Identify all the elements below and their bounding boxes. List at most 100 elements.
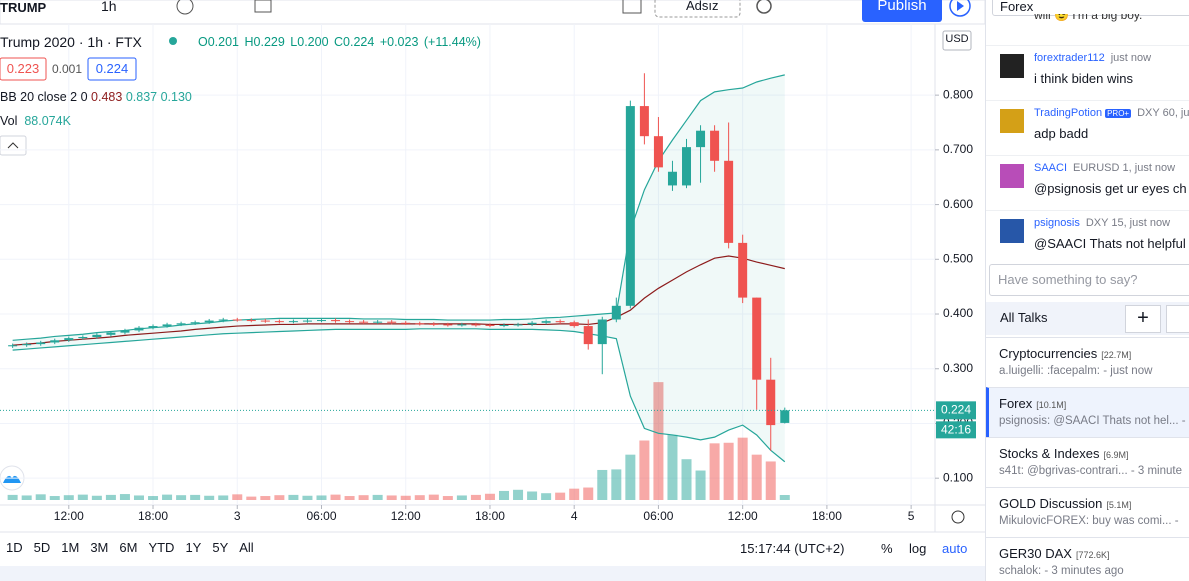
- range-button[interactable]: 1D: [6, 540, 23, 555]
- candle-body: [134, 327, 144, 331]
- chat-input[interactable]: [989, 264, 1189, 296]
- bands: [12, 74, 786, 463]
- chat-meta: DXY 15, just now: [1085, 217, 1171, 229]
- x-tick-label: 4: [571, 509, 578, 523]
- volume-bar: [400, 495, 411, 500]
- volume-bar: [7, 494, 18, 500]
- publish-label[interactable]: Publish: [877, 0, 927, 14]
- search-text[interactable]: Forex: [1000, 0, 1034, 14]
- volumes: [7, 382, 790, 500]
- candle-body: [485, 324, 495, 326]
- volume-bar: [386, 495, 397, 500]
- search-box[interactable]: [992, 0, 1189, 16]
- room-title-row: Cryptocurrencies [22.7M]: [999, 346, 1131, 361]
- indicator-icon[interactable]: [254, 0, 272, 13]
- axis-settings[interactable]: [951, 510, 965, 524]
- volume-bar: [63, 495, 74, 500]
- layout-box[interactable]: [654, 0, 741, 18]
- volume-bar: [190, 494, 201, 500]
- search-talk-button[interactable]: [1166, 305, 1189, 333]
- collapse-icon: [7, 142, 19, 149]
- chat-meta-row: TradingPotion PRO+ DXY 60, ju: [1034, 107, 1189, 119]
- candle-body: [218, 319, 228, 321]
- x-tick-label: 12:00: [391, 509, 421, 523]
- vol-label: Vol: [0, 114, 18, 128]
- volume-bar: [204, 495, 215, 500]
- ask-box[interactable]: [87, 57, 137, 81]
- chat-user[interactable]: TradingPotion: [1034, 107, 1103, 119]
- range-button[interactable]: 3M: [90, 540, 109, 555]
- volume-bar: [21, 495, 32, 500]
- chat-user[interactable]: psignosis: [1034, 217, 1080, 229]
- bb-lower: 0.130: [160, 90, 192, 104]
- y-tick-label: 0.300: [943, 361, 973, 375]
- candle-body: [653, 136, 663, 168]
- candle-body: [752, 297, 762, 380]
- volume-bar: [751, 454, 762, 500]
- bb-middle-line: [12, 255, 785, 346]
- interval[interactable]: 1h: [101, 0, 117, 14]
- compare-icon[interactable]: [176, 0, 194, 15]
- publish-button[interactable]: [862, 0, 942, 22]
- chat-meta-row: psignosis DXY 15, just now: [1034, 217, 1170, 229]
- range-button[interactable]: 5Y: [212, 540, 229, 555]
- pro-badge: PRO+: [1105, 109, 1132, 118]
- chat-user[interactable]: SAACI: [1034, 162, 1068, 174]
- currency: USD: [945, 33, 969, 45]
- settings-icon[interactable]: [756, 0, 772, 14]
- volume-bar: [555, 492, 566, 500]
- legend-title: Trump 2020 · 1h · FTX: [0, 34, 142, 50]
- candle-body: [667, 171, 677, 186]
- range-button[interactable]: 1M: [61, 540, 80, 555]
- candle-body: [766, 379, 776, 426]
- x-tick-label: 3: [234, 509, 241, 523]
- room-title-row: Stocks & Indexes [6.9M]: [999, 446, 1128, 461]
- chart: 0.1000.2000.3000.4000.5000.6000.7000.800…: [0, 0, 985, 581]
- fullscreen-icon[interactable]: [622, 0, 642, 14]
- layout-name[interactable]: Adsız: [686, 0, 719, 13]
- talk-room[interactable]: GER30 DAX [772.6K] schalok: - 3 minutes ag…: [986, 537, 1189, 581]
- x-tick-label: 06:00: [306, 509, 336, 523]
- room-count: [10.1M]: [1036, 400, 1067, 410]
- range-button[interactable]: 1Y: [185, 540, 202, 555]
- talk-room[interactable]: Cryptocurrencies [22.7M] a.luigelli: :face…: [986, 337, 1189, 387]
- volume-bar: [470, 494, 481, 500]
- add-talk-button[interactable]: +: [1125, 305, 1161, 333]
- range-button[interactable]: All: [239, 540, 254, 555]
- candle-body: [457, 324, 467, 326]
- candle-body: [232, 319, 242, 321]
- range-button[interactable]: 6M: [119, 540, 138, 555]
- currency-box[interactable]: [942, 30, 972, 51]
- volume-bar: [260, 496, 271, 500]
- volume-bar: [176, 495, 187, 500]
- candle-body: [541, 321, 551, 323]
- bid-box[interactable]: [0, 57, 47, 81]
- volume-bar: [358, 495, 369, 500]
- chat-user[interactable]: forextrader112: [1034, 52, 1105, 64]
- candle-body: [64, 338, 74, 341]
- volume-bar: [105, 494, 116, 500]
- chat-meta: EURUSD 1, just now: [1073, 162, 1176, 174]
- talk-room[interactable]: GOLD Discussion [5.1M] MikulovicFOREX: buy…: [986, 487, 1189, 537]
- range-button[interactable]: 5D: [33, 540, 51, 555]
- chat-placeholder[interactable]: Have something to say?: [998, 272, 1138, 287]
- volume-bar: [527, 491, 538, 500]
- volume-bar: [91, 495, 102, 500]
- x-tick-label: 06:00: [643, 509, 673, 523]
- legend-ohlc: O0.201 H0.229 L0.200 C0.224 +0.023 (+11.…: [198, 35, 481, 49]
- talk-room[interactable]: Stocks & Indexes [6.9M] s41t: @bgrivas-con…: [986, 437, 1189, 487]
- candle-body: [597, 319, 607, 345]
- play-button[interactable]: [949, 0, 971, 17]
- candle-body: [288, 321, 298, 323]
- auto-toggle[interactable]: auto: [942, 541, 968, 556]
- talk-room[interactable]: Forex [10.1M] psignosis: @SAACI Thats not …: [986, 387, 1189, 437]
- log-toggle[interactable]: log: [909, 541, 927, 556]
- candle-body: [780, 410, 790, 423]
- symbol[interactable]: TRUMP: [0, 0, 47, 15]
- candle-body: [50, 340, 60, 343]
- volume-bar: [316, 495, 327, 500]
- collapse-button[interactable]: [0, 135, 27, 156]
- bid: 0.223: [6, 61, 40, 76]
- percent-toggle[interactable]: %: [881, 541, 893, 556]
- range-button[interactable]: YTD: [148, 540, 175, 555]
